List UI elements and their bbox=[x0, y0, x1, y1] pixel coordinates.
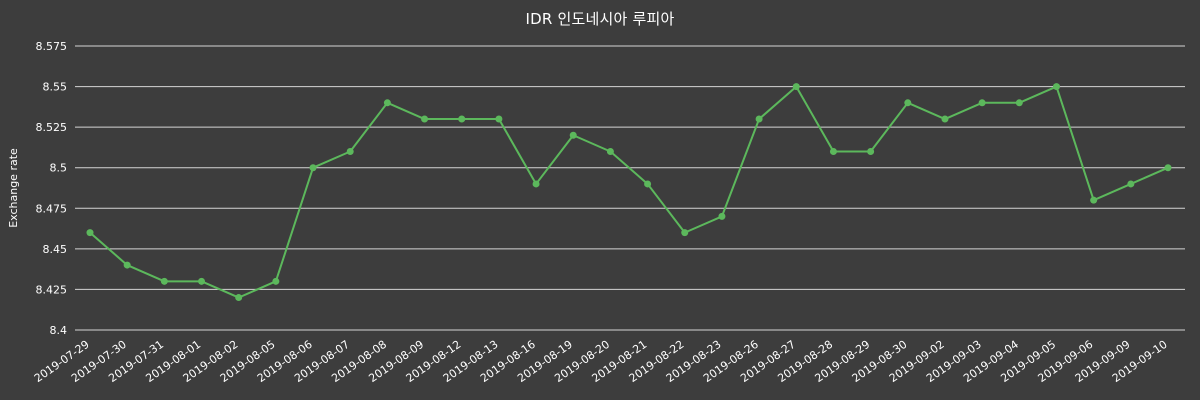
data-point bbox=[606, 147, 614, 155]
data-line bbox=[89, 85, 1169, 299]
data-point bbox=[1090, 196, 1098, 204]
data-point bbox=[904, 99, 912, 107]
data-point bbox=[941, 115, 949, 123]
y-tick-label: 8.575 bbox=[36, 40, 68, 53]
data-points bbox=[86, 83, 1172, 302]
data-point bbox=[235, 294, 243, 302]
y-tick-label: 8.55 bbox=[43, 81, 68, 94]
y-tick-label: 8.425 bbox=[36, 283, 68, 296]
data-point bbox=[532, 180, 540, 188]
data-point bbox=[681, 229, 689, 237]
y-tick-label: 8.45 bbox=[43, 243, 68, 256]
data-point bbox=[383, 99, 391, 107]
data-point bbox=[198, 277, 206, 285]
data-point bbox=[346, 147, 354, 155]
data-point bbox=[792, 83, 800, 91]
data-point bbox=[458, 115, 466, 123]
y-axis-label: Exchange rate bbox=[7, 148, 20, 228]
gridlines bbox=[75, 45, 1185, 331]
data-point bbox=[421, 115, 429, 123]
data-point bbox=[978, 99, 986, 107]
data-point bbox=[495, 115, 503, 123]
y-tick-label: 8.4 bbox=[50, 324, 68, 337]
data-point bbox=[829, 147, 837, 155]
data-point bbox=[1127, 180, 1135, 188]
data-point bbox=[718, 212, 726, 220]
y-tick-label: 8.5 bbox=[50, 162, 68, 175]
y-tick-label: 8.525 bbox=[36, 121, 68, 134]
chart-title: IDR 인도네시아 루피아 bbox=[525, 10, 675, 28]
data-point bbox=[309, 164, 317, 172]
y-tick-label: 8.475 bbox=[36, 202, 68, 215]
data-point bbox=[867, 147, 875, 155]
data-point bbox=[160, 277, 168, 285]
data-point bbox=[1015, 99, 1023, 107]
data-point bbox=[755, 115, 763, 123]
data-point bbox=[569, 131, 577, 139]
data-point bbox=[86, 229, 94, 237]
data-point bbox=[644, 180, 652, 188]
data-point bbox=[1164, 164, 1172, 172]
y-axis-tick-labels: 8.4 8.425 8.45 8.475 8.5 8.525 8.55 8.575 bbox=[36, 40, 68, 337]
x-axis-tick-labels: 2019-07-292019-07-302019-07-312019-08-01… bbox=[32, 338, 1170, 385]
data-point bbox=[123, 261, 131, 269]
data-point bbox=[272, 277, 280, 285]
data-point bbox=[1052, 83, 1060, 91]
